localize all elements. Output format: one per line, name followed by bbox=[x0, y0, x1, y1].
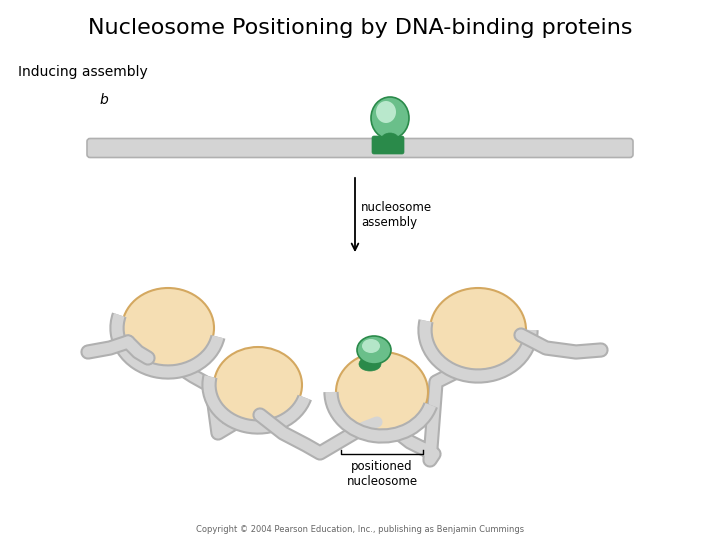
Ellipse shape bbox=[362, 339, 380, 353]
Ellipse shape bbox=[430, 288, 526, 372]
Ellipse shape bbox=[376, 101, 396, 123]
Text: Inducing assembly: Inducing assembly bbox=[18, 65, 148, 79]
Text: b: b bbox=[100, 93, 109, 107]
Text: nucleosome
assembly: nucleosome assembly bbox=[361, 201, 432, 229]
Ellipse shape bbox=[122, 288, 214, 368]
Ellipse shape bbox=[336, 352, 428, 432]
Ellipse shape bbox=[381, 133, 399, 147]
FancyBboxPatch shape bbox=[87, 138, 633, 158]
Text: Nucleosome Positioning by DNA-binding proteins: Nucleosome Positioning by DNA-binding pr… bbox=[88, 18, 632, 38]
FancyBboxPatch shape bbox=[372, 136, 404, 154]
Ellipse shape bbox=[357, 336, 391, 364]
Ellipse shape bbox=[359, 357, 381, 371]
Text: positioned
nucleosome: positioned nucleosome bbox=[346, 460, 418, 488]
Text: Copyright © 2004 Pearson Education, Inc., publishing as Benjamin Cummings: Copyright © 2004 Pearson Education, Inc.… bbox=[196, 525, 524, 535]
Ellipse shape bbox=[214, 347, 302, 423]
Ellipse shape bbox=[371, 97, 409, 139]
